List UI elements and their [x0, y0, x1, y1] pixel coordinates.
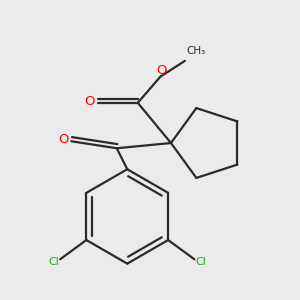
Text: O: O	[85, 94, 95, 107]
Text: O: O	[58, 133, 69, 146]
Text: Cl: Cl	[195, 257, 206, 267]
Text: Cl: Cl	[48, 257, 59, 267]
Text: CH₃: CH₃	[187, 46, 206, 56]
Text: O: O	[156, 64, 166, 77]
